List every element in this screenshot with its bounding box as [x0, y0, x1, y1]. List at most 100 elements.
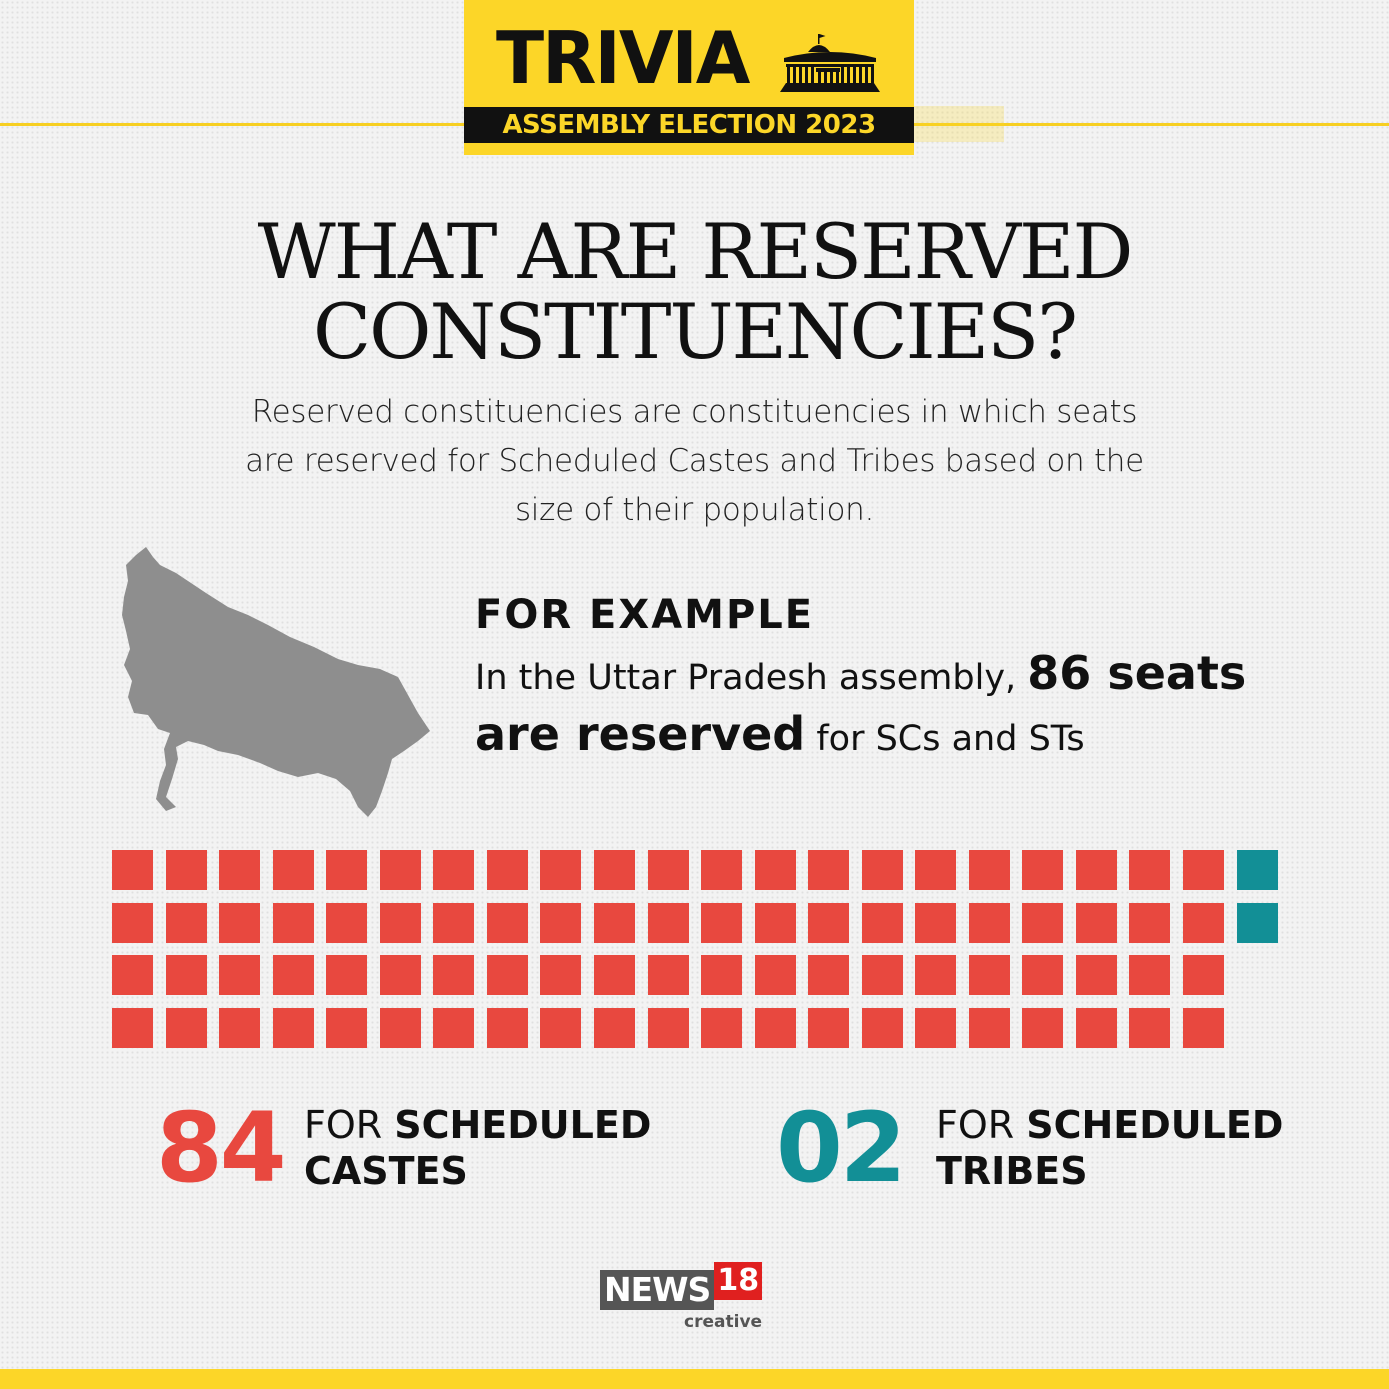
waffle-cell-sc: [861, 1008, 903, 1049]
logo-creative: creative: [684, 1312, 763, 1332]
example-highlight: 86 seats are reserved: [475, 646, 1247, 761]
stat-st-number: 02: [776, 1092, 907, 1204]
stat-sc-bold2: CASTES: [304, 1149, 468, 1193]
waffle-cell-sc: [861, 902, 903, 943]
waffle-cell-sc: [1129, 902, 1171, 943]
waffle-cell-sc: [112, 955, 153, 996]
waffle-cell-st: [1236, 902, 1278, 943]
waffle-cell-sc: [112, 902, 153, 943]
waffle-cell-sc: [754, 1008, 796, 1049]
waffle-cell-sc: [1183, 902, 1224, 943]
waffle-cell-sc: [647, 902, 689, 943]
header-title: TRIVIA: [496, 16, 750, 100]
waffle-cell-sc: [540, 902, 582, 943]
waffle-cell-sc: [593, 850, 635, 890]
waffle-cell-sc: [808, 850, 850, 890]
waffle-cell-sc: [326, 850, 368, 890]
stat-st-label: FOR SCHEDULED TRIBES: [936, 1102, 1283, 1194]
waffle-cell-sc: [219, 902, 261, 943]
waffle-cell-sc: [701, 1008, 743, 1049]
waffle-cell-sc: [647, 1008, 689, 1049]
logo-wordmark: NEWS 18: [600, 1262, 763, 1310]
waffle-cell-sc: [968, 955, 1010, 996]
title-line-2: CONSTITUENCIES?: [313, 287, 1078, 376]
waffle-cell-sc: [540, 850, 582, 890]
waffle-cell-sc: [593, 1008, 635, 1049]
waffle-cell-sc: [379, 850, 421, 890]
example-heading: FOR EXAMPLE: [475, 592, 815, 638]
waffle-cell-sc: [1129, 850, 1171, 890]
waffle-cell-sc: [593, 902, 635, 943]
waffle-cell-sc: [861, 955, 903, 996]
waffle-cell-sc: [326, 1008, 368, 1049]
waffle-cell-sc: [1075, 850, 1117, 890]
waffle-cell-sc: [754, 850, 796, 890]
waffle-cell-sc: [1022, 955, 1064, 996]
waffle-cell-sc: [915, 955, 957, 996]
waffle-cell-sc: [272, 1008, 314, 1049]
waffle-cell-sc: [915, 850, 957, 890]
waffle-cell-sc: [701, 850, 743, 890]
waffle-cell-sc: [165, 850, 207, 890]
waffle-cell-sc: [433, 902, 475, 943]
waffle-cell-sc: [272, 955, 314, 996]
waffle-cell-sc: [1022, 902, 1064, 943]
stat-st-bold1: SCHEDULED: [1026, 1103, 1284, 1147]
waffle-cell-sc: [379, 902, 421, 943]
waffle-cell-sc: [433, 1008, 475, 1049]
description: Reserved constituencies are constituenci…: [245, 394, 1144, 528]
waffle-cell-st: [1236, 850, 1278, 890]
example-text-after: for SCs and STs: [805, 719, 1085, 759]
waffle-cell-sc: [165, 1008, 207, 1049]
waffle-cell-sc: [486, 850, 528, 890]
stat-sc-number: 84: [156, 1092, 287, 1204]
logo-18: 18: [714, 1262, 763, 1300]
waffle-cell-sc: [1183, 850, 1224, 890]
waffle-cell-sc: [326, 902, 368, 943]
waffle-cell-sc: [915, 1008, 957, 1049]
waffle-cell-sc: [1075, 1008, 1117, 1049]
waffle-cell-sc: [486, 955, 528, 996]
waffle-cell-sc: [1075, 955, 1117, 996]
waffle-cell-sc: [1075, 902, 1117, 943]
waffle-cell-sc: [540, 1008, 582, 1049]
waffle-cell-sc: [593, 955, 635, 996]
waffle-cell-sc: [808, 1008, 850, 1049]
waffle-cell-sc: [701, 955, 743, 996]
waffle-cell-sc: [1183, 1008, 1224, 1049]
waffle-cell-sc: [808, 955, 850, 996]
parliament-building-icon: [780, 34, 880, 92]
page-title: WHAT ARE RESERVED CONSTITUENCIES?: [0, 212, 1389, 372]
waffle-cell-sc: [219, 955, 261, 996]
stat-st-prefix: FOR: [936, 1103, 1027, 1147]
waffle-cell-sc: [486, 1008, 528, 1049]
waffle-cell-sc: [112, 850, 153, 890]
waffle-cell-sc: [112, 1008, 153, 1049]
example-text: In the Uttar Pradesh assembly, 86 seats …: [475, 645, 1295, 767]
waffle-cell-sc: [433, 850, 475, 890]
waffle-cell-sc: [1129, 955, 1171, 996]
waffle-cell-sc: [701, 902, 743, 943]
title-line-1: WHAT ARE RESERVED: [257, 207, 1134, 296]
waffle-cell-sc: [1022, 1008, 1064, 1049]
waffle-cell-sc: [540, 955, 582, 996]
waffle-cell-sc: [219, 850, 261, 890]
header-subtitle: ASSEMBLY ELECTION 2023: [464, 107, 914, 143]
waffle-cell-sc: [647, 955, 689, 996]
waffle-cell-sc: [808, 902, 850, 943]
waffle-cell-sc: [165, 902, 207, 943]
decorative-stripe: [914, 106, 1004, 142]
waffle-cell-sc: [379, 1008, 421, 1049]
waffle-cell-sc: [433, 955, 475, 996]
waffle-cell-sc: [647, 850, 689, 890]
stat-sc-prefix: FOR: [304, 1103, 395, 1147]
footer-bar: [0, 1369, 1389, 1389]
logo-news: NEWS: [600, 1270, 715, 1310]
trivia-header: TRIVIA ASSEMBLY ELECTION 2023: [464, 0, 914, 155]
waffle-cell-sc: [272, 902, 314, 943]
waffle-cell-sc: [968, 850, 1010, 890]
waffle-cell-sc: [272, 850, 314, 890]
waffle-cell-sc: [165, 955, 207, 996]
uttar-pradesh-map: [122, 547, 430, 817]
stat-sc-bold1: SCHEDULED: [394, 1103, 652, 1147]
